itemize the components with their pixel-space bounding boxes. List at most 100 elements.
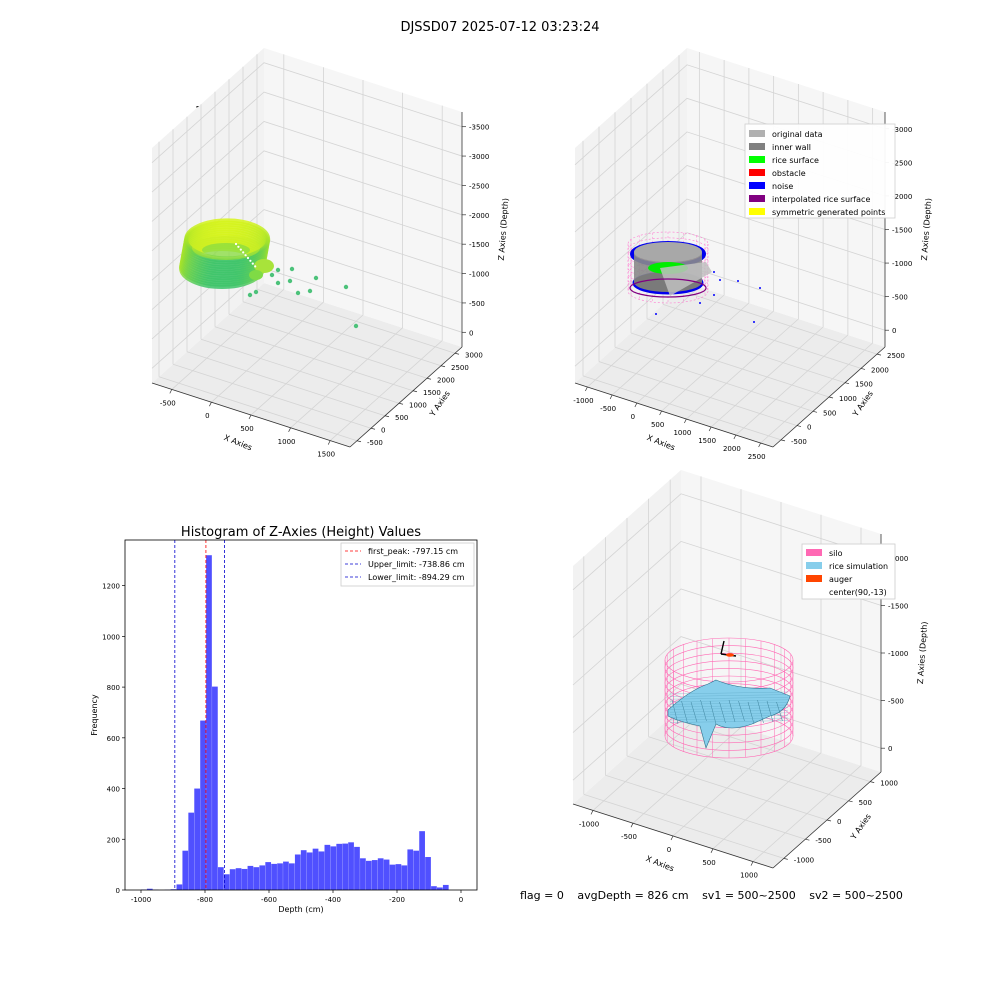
legend-label: rice surface (772, 156, 819, 165)
x-tick (708, 426, 712, 432)
x-gridline (611, 60, 725, 396)
y-gridline (662, 304, 862, 369)
z-gridline (572, 636, 882, 733)
z-gridline (151, 150, 463, 252)
x-tick-label: -800 (197, 896, 213, 904)
legend-swatch (749, 143, 765, 150)
z-tick-label: -2500 (469, 182, 489, 190)
y-gridline (630, 332, 830, 398)
noise-point (753, 321, 755, 323)
histogram-bar (200, 720, 206, 890)
center-point (239, 248, 242, 251)
x-tick (209, 402, 212, 407)
y-tick (805, 838, 810, 841)
y-tick-label: 1500 (423, 389, 441, 397)
surface-mesh-line (709, 700, 717, 725)
outlier-point (343, 284, 349, 290)
outlier-point (269, 272, 275, 278)
z-gridline (574, 198, 886, 300)
x-tick-label: -1000 (573, 397, 593, 405)
y-tick (356, 440, 362, 443)
y-gridline (614, 346, 814, 412)
histogram-bar (354, 846, 360, 890)
auger-marker (726, 653, 734, 657)
y-tick (412, 390, 418, 393)
center-point (244, 254, 247, 257)
outlier-point (247, 292, 253, 298)
z-tick-label: -500 (888, 698, 904, 706)
x-tick-label: 1000 (673, 429, 691, 437)
legend-label: symmetric generated points (772, 208, 885, 217)
panel-simulation-3d: 3D simulation of Silo Interior-1000-5000… (572, 470, 929, 880)
y-tick-label: 2500 (887, 352, 905, 360)
histogram-bar (360, 858, 366, 890)
y-gridline (583, 794, 784, 859)
y-tick-label: 2500 (451, 364, 469, 372)
surface-mesh-line (669, 702, 789, 705)
x-gridline (290, 92, 404, 429)
z-tick-label: -1500 (469, 241, 489, 249)
outlier-point (353, 323, 359, 329)
figure-suptitle: DJSSD07 2025-07-12 03:23:24 (400, 20, 599, 35)
y-gridline (228, 313, 428, 379)
surface-mesh-line (669, 707, 789, 710)
surface-mesh-line (669, 712, 789, 715)
y-tick-label: 1000 (839, 395, 857, 403)
histogram-bar (425, 857, 431, 890)
y-tick (783, 858, 788, 860)
left-pane (152, 48, 264, 383)
center-point (237, 245, 240, 248)
z-tick-label: -1000 (469, 271, 489, 279)
y-tick (780, 439, 786, 442)
y-tick-label: 500 (395, 414, 408, 422)
legend-label: silo (829, 549, 843, 558)
y-axis-line (349, 346, 463, 448)
x-tick (750, 861, 754, 866)
legend-swatch (749, 130, 765, 137)
x-tick-label: 0 (667, 846, 671, 854)
x-gridline (672, 502, 782, 837)
y-tick (796, 425, 802, 427)
legend-swatch (749, 195, 765, 202)
outlier-point (287, 278, 293, 284)
legend-swatch (749, 182, 765, 189)
silo-ring (627, 266, 709, 292)
legend-label: rice simulation (829, 562, 888, 571)
sv2-text: sv2 = 500~2500 (809, 889, 903, 902)
x-axis-label: X Axies (646, 433, 677, 452)
surface-mesh-line (757, 699, 764, 724)
noise-point (719, 279, 721, 281)
noise-point (713, 294, 715, 296)
x-tick-label: 1000 (278, 438, 296, 446)
histogram-bar (377, 858, 384, 890)
y-tick-label: -500 (791, 438, 807, 446)
histogram-bar (188, 812, 195, 890)
outlier-point (275, 280, 281, 286)
noise-point (655, 313, 657, 315)
surface-mesh-line (669, 691, 789, 695)
y-gridline (646, 318, 846, 384)
legend-label: Lower_limit: -894.29 cm (368, 573, 465, 582)
y-tick (860, 368, 866, 370)
histogram-bar (318, 851, 325, 890)
z-axis-label: Z Axies (Depth) (916, 621, 929, 684)
x-tick (609, 394, 613, 400)
histogram-bar (271, 863, 277, 890)
center-point (249, 259, 252, 262)
z-gridline (574, 64, 886, 166)
surface-mesh-line (700, 699, 707, 722)
x-tick (710, 848, 714, 853)
z-tick-label: -2500 (892, 159, 912, 167)
x-tick (248, 414, 252, 420)
silo-ring (627, 243, 709, 269)
silo-ring (627, 278, 709, 304)
histogram-bar (395, 864, 402, 890)
legend-label: noise (772, 182, 793, 191)
x-tick (670, 835, 674, 841)
legend-box (801, 543, 896, 600)
x-tick-label: 1500 (317, 451, 335, 459)
z-tick-label: -1000 (888, 650, 908, 658)
histogram-bar (407, 849, 414, 890)
z-gridline (151, 62, 463, 163)
x-axis-label: X Axies (645, 854, 676, 873)
